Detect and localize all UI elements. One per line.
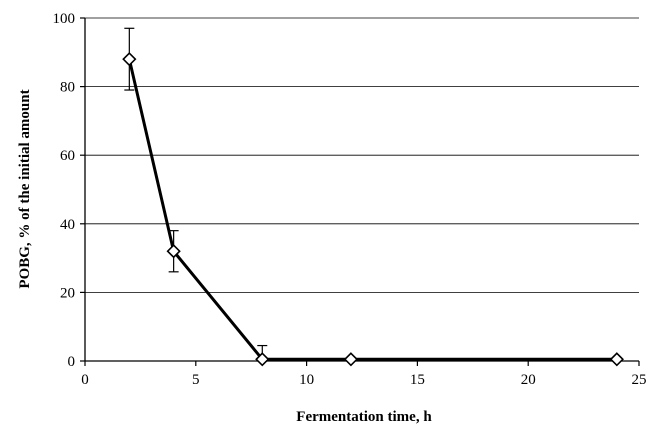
x-ticks: 0 5 10 15 20 25 — [81, 361, 647, 388]
y-axis-title: POBG, % of the initial amount — [17, 89, 33, 288]
data-point — [122, 52, 137, 67]
x-tick-label: 25 — [632, 372, 647, 388]
data-point — [255, 352, 270, 367]
data-point — [166, 244, 181, 259]
y-tick-label: 60 — [60, 148, 75, 164]
x-tick-label: 15 — [410, 372, 425, 388]
x-tick-label: 0 — [81, 372, 89, 388]
y-tick-label: 20 — [60, 285, 75, 301]
x-axis-title: Fermentation time, h — [296, 409, 432, 425]
y-tick-label: 0 — [68, 354, 76, 370]
y-tick-label: 80 — [60, 80, 75, 96]
data-markers — [122, 52, 624, 367]
x-tick-label: 10 — [299, 372, 314, 388]
x-tick-label: 20 — [521, 372, 536, 388]
y-tick-label: 100 — [53, 11, 76, 27]
grid-lines — [85, 17, 639, 293]
y-tick-label: 40 — [60, 217, 75, 233]
series-line — [127, 58, 617, 361]
data-point — [609, 352, 624, 367]
y-ticks: 0 20 40 60 80 100 — [53, 11, 85, 370]
x-tick-label: 5 — [192, 372, 200, 388]
data-point — [343, 352, 359, 367]
error-bars — [124, 27, 268, 362]
